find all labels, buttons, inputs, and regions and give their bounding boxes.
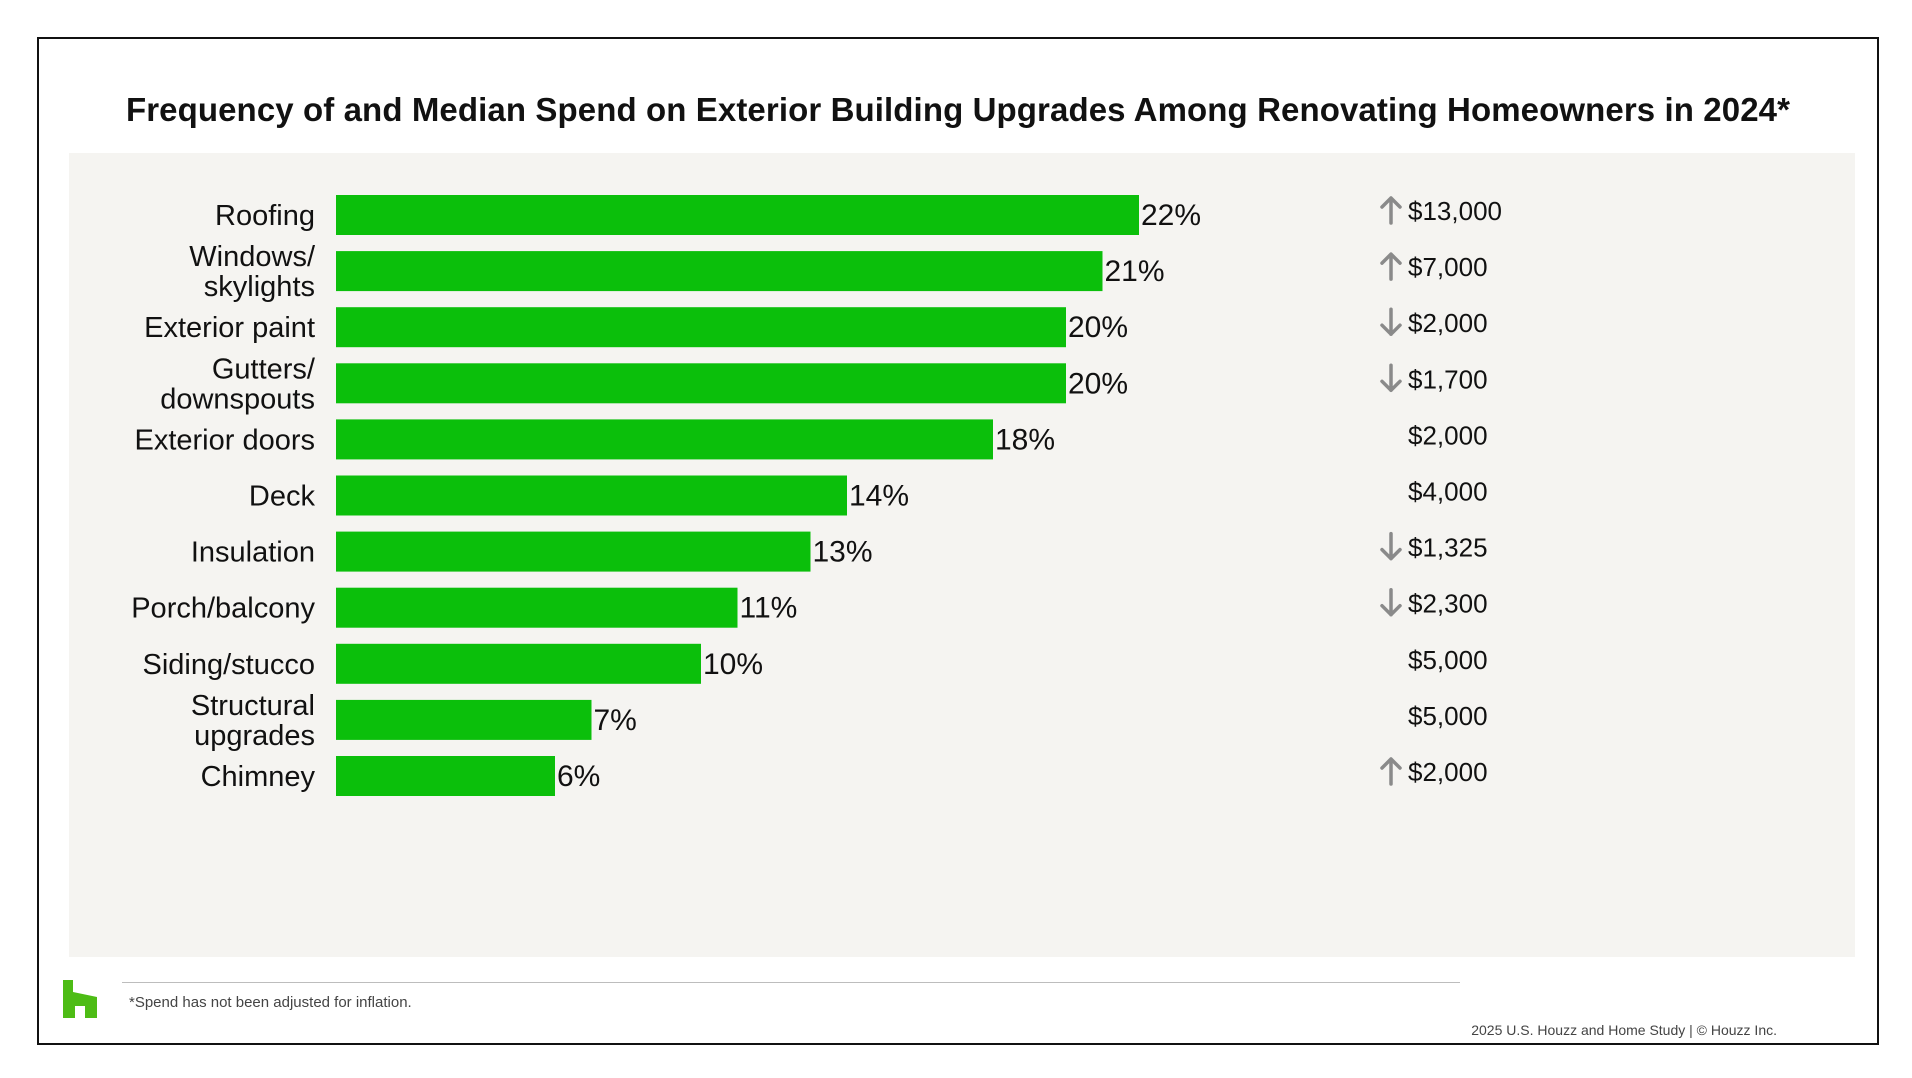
category-label: Deck [249,481,316,513]
arrow-down-icon [1380,587,1402,617]
bar [336,531,811,572]
arrow-up-icon [1380,252,1402,281]
bar [336,363,1066,404]
category-label: Exterior paint [144,312,315,344]
bar [336,475,847,516]
bar [336,195,1139,235]
category-label: Roofing [215,200,315,232]
category-label: Gutters/downspouts [160,353,316,415]
category-label: Siding/stucco [143,649,316,681]
arrow-down-icon [1380,531,1402,561]
arrow-up-icon [1380,757,1402,786]
data-label: 13% [813,536,873,569]
data-label: 7% [594,704,637,737]
bar [336,643,701,684]
data-label: 6% [557,760,600,793]
median-spend-label: $2,000 [1408,308,1488,338]
median-spend-label: $5,000 [1408,701,1488,731]
data-label: 22% [1141,199,1201,232]
median-spend-label: $13,000 [1408,196,1502,226]
median-spend-label: $2,000 [1408,420,1488,450]
footnote: *Spend has not been adjusted for inflati… [129,994,412,1011]
source-credit: 2025 U.S. Houzz and Home Study | © Houzz… [1471,1022,1777,1038]
category-label: Porch/balcony [131,593,315,625]
chart-title: Frequency of and Median Spend on Exterio… [125,91,1791,128]
data-label: 11% [740,592,798,625]
arrow-down-icon [1380,363,1402,393]
chart-frame: Frequency of and Median Spend on Exterio… [37,37,1879,1045]
category-label: Chimney [201,761,316,793]
chart-panel: 22% Roofing $13,000 21% Windows/skylights $7,… [69,153,1855,957]
category-label: Exterior doors [134,424,315,456]
bar [336,251,1103,292]
median-spend-label: $1,325 [1408,533,1488,563]
bar-chart: 22% Roofing $13,000 21% Windows/skylights $7,… [131,195,1502,796]
category-label: Insulation [191,537,315,569]
median-spend-label: $2,300 [1408,589,1488,619]
category-label: Windows/skylights [189,241,316,303]
data-label: 21% [1105,255,1165,288]
median-spend-label: $5,000 [1408,645,1488,675]
arrow-down-icon [1380,307,1402,336]
data-label: 20% [1068,311,1128,344]
median-spend-label: $7,000 [1408,252,1488,282]
houzz-logo-icon [63,980,97,1018]
median-spend-label: $2,000 [1408,757,1488,787]
bar [336,587,738,628]
bar [336,419,993,460]
bar [336,699,592,740]
arrow-up-icon [1380,196,1402,225]
bar [336,756,555,796]
data-label: 18% [995,423,1055,456]
median-spend-label: $1,700 [1408,364,1488,394]
category-label: Structural upgrades [191,690,315,752]
data-label: 14% [849,480,909,513]
bar [336,307,1066,348]
data-label: 10% [703,648,763,681]
footer-divider [122,982,1460,983]
data-label: 20% [1068,367,1128,400]
median-spend-label: $4,000 [1408,477,1488,507]
